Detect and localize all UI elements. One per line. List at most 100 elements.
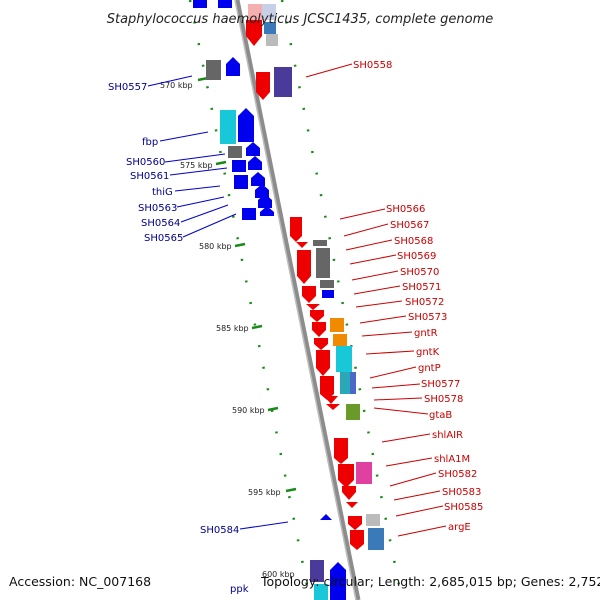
kbp-label: 585 kbp [216, 324, 249, 333]
reverse-gene [322, 290, 334, 298]
accession-text: Accession: NC_007168 [9, 574, 151, 589]
forward-gene-arrow [310, 310, 324, 322]
gene-label-SH0557: SH0557 [108, 82, 147, 93]
gene-label-SH0571: SH0571 [402, 282, 441, 293]
grey-box [316, 248, 330, 278]
reverse-gene [193, 0, 207, 8]
pale-box [262, 4, 276, 20]
left-gene-labels: SH0557 fbp SH0560 SH0561 thiG SH0563 SH0… [108, 82, 249, 595]
gene-label-argE: argE [448, 522, 471, 533]
grey-box [206, 60, 221, 80]
gene-label-fbp: fbp [142, 137, 158, 148]
grey-box [313, 240, 327, 246]
gene-label-gntR: gntR [414, 328, 438, 339]
forward-gene-arrow [316, 350, 330, 376]
reverse-gene-arrow [260, 206, 274, 216]
gene-label-SH0563: SH0563 [138, 203, 177, 214]
olive-box [346, 404, 360, 420]
orange-box [330, 318, 344, 332]
forward-gene-arrow [312, 322, 326, 337]
forward-gene-arrow [297, 250, 311, 284]
forward-gene-arrow [348, 516, 362, 530]
right-connectors [305, 63, 447, 537]
gene-label-SH0569: SH0569 [397, 251, 436, 262]
gene-label-gntK: gntK [416, 347, 440, 358]
topology-text: Topology: circular; Length: 2,685,015 bp… [260, 574, 600, 589]
forward-gene-arrow [296, 242, 308, 248]
gene-label-ppk: ppk [230, 584, 249, 595]
genome-backbone-highlight [234, 0, 357, 600]
light-grey-box [366, 514, 380, 526]
forward-gene-arrow [302, 286, 316, 303]
gene-label-SH0585: SH0585 [444, 502, 483, 513]
gene-label-SH0573: SH0573 [408, 312, 447, 323]
forward-gene-arrow [338, 464, 354, 488]
gene-label-thiG: thiG [152, 187, 173, 198]
forward-gene-arrow [346, 502, 358, 508]
gene-label-SH0560: SH0560 [126, 157, 165, 168]
gene-label-SH0583: SH0583 [442, 487, 481, 498]
reverse-gene [234, 175, 248, 189]
kbp-label: 575 kbp [180, 161, 213, 170]
reverse-gene-arrow [320, 514, 332, 520]
grey-box [228, 146, 242, 158]
cyan-box [220, 110, 236, 144]
kbp-label: 600 kbp [262, 570, 295, 579]
cyan-box [336, 346, 352, 372]
forward-gene-arrow [334, 438, 348, 464]
grey-box [320, 280, 334, 288]
kbp-label: 595 kbp [248, 488, 281, 497]
cyan-box [314, 584, 328, 600]
forward-gene-arrow [350, 530, 364, 550]
forward-gene-arrow [314, 338, 328, 350]
gene-label-SH0567: SH0567 [390, 220, 429, 231]
pink-box [356, 462, 372, 484]
top-genes [193, 0, 278, 46]
gene-label-SH0578: SH0578 [424, 394, 463, 405]
purple-box [310, 560, 324, 582]
gene-label-shlA1M: shlA1M [434, 454, 470, 465]
forward-gene-arrow [326, 404, 340, 410]
steel-box [368, 528, 384, 550]
reverse-gene-arrow [238, 108, 254, 142]
reverse-gene [242, 208, 256, 220]
reverse-gene-arrow [258, 194, 272, 208]
gene-label-shlAIR: shlAIR [432, 430, 463, 441]
light-grey-box [266, 34, 278, 46]
gene-label-SH0584: SH0584 [200, 525, 239, 536]
gene-label-SH0577: SH0577 [421, 379, 460, 390]
left-connectors [147, 75, 289, 530]
forward-gene-arrow [324, 396, 338, 404]
steel-box [264, 22, 276, 34]
right-gene-labels: SH0558 SH0566 SH0567 SH0568 SH0569 SH057… [353, 60, 483, 533]
kbp-label: 590 kbp [232, 406, 265, 415]
reverse-gene-arrow [251, 172, 265, 186]
forward-gene-arrow [246, 20, 262, 46]
gene-label-SH0566: SH0566 [386, 204, 425, 215]
gene-label-gtaB: gtaB [429, 410, 452, 421]
gene-label-SH0564: SH0564 [141, 218, 180, 229]
pale-forward-gene [248, 4, 262, 20]
reverse-gene-arrow [248, 156, 262, 170]
gene-label-SH0570: SH0570 [400, 267, 439, 278]
reverse-gene [232, 160, 246, 172]
gene-label-SH0558: SH0558 [353, 60, 392, 71]
steel-box [350, 372, 356, 394]
reverse-gene [218, 0, 232, 8]
reverse-gene-arrow [246, 142, 260, 156]
kbp-tick-labels: 570 kbp 575 kbp 580 kbp 585 kbp 590 kbp … [160, 81, 295, 579]
gene-label-gntP: gntP [418, 363, 441, 374]
gene-label-SH0568: SH0568 [394, 236, 433, 247]
kbp-label: 580 kbp [199, 242, 232, 251]
forward-gene-arrow [320, 376, 334, 400]
kbp-label: 570 kbp [160, 81, 193, 90]
reverse-gene-arrow [226, 57, 240, 76]
genome-backbone [234, 0, 361, 600]
forward-gene-arrow [256, 72, 270, 100]
gene-label-SH0561: SH0561 [130, 171, 169, 182]
orange-box [333, 334, 347, 346]
purple-box [274, 67, 292, 97]
forward-gene-arrow [306, 304, 320, 310]
gene-label-SH0582: SH0582 [438, 469, 477, 480]
